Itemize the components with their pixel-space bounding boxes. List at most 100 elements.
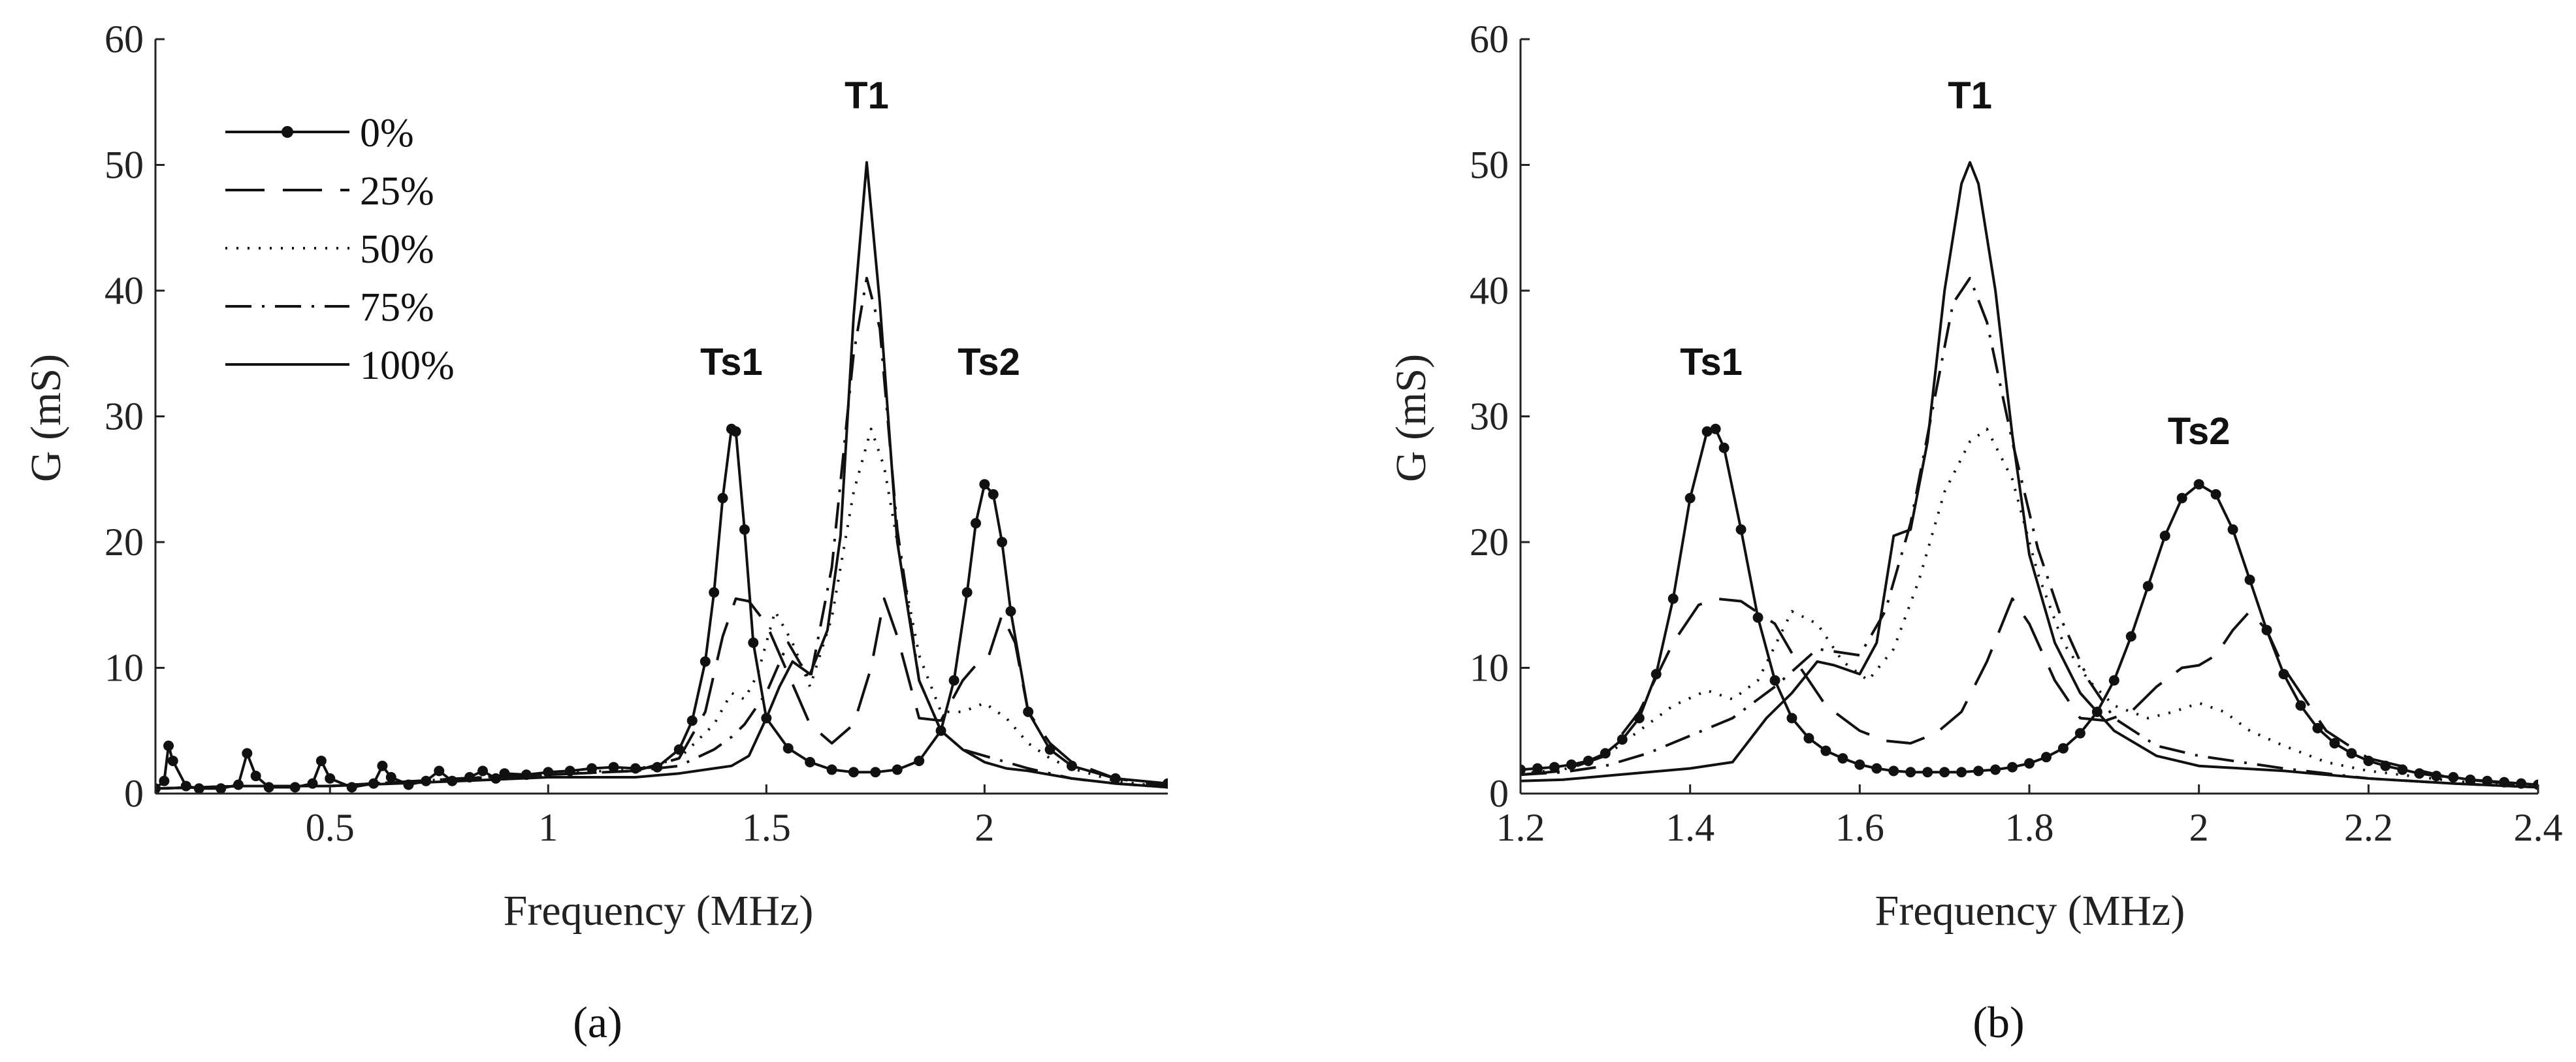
data-point [377, 760, 388, 771]
data-point [1905, 767, 1916, 778]
data-point [2057, 743, 2069, 754]
data-point [325, 773, 336, 784]
series-line-0pct [1521, 427, 2538, 786]
y-tick-label: 60 [105, 18, 144, 61]
data-point [686, 715, 698, 726]
data-point [997, 537, 1008, 547]
peak-annotation-ts2: Ts2 [2168, 410, 2230, 453]
data-point [1532, 763, 1543, 774]
data-point [385, 771, 396, 782]
peak-annotation-t1: T1 [845, 74, 889, 117]
y-tick-label: 20 [1470, 521, 1509, 564]
data-point [988, 489, 999, 500]
y-axis-label-b: G (mS) [1387, 354, 1435, 482]
data-point [1820, 745, 1831, 756]
data-point [1956, 767, 1967, 778]
data-point [1067, 760, 1078, 771]
data-point [543, 767, 554, 778]
data-point [1684, 492, 1696, 504]
peak-annotation-ts1: Ts1 [700, 341, 763, 383]
plot-area-a [155, 161, 1168, 794]
data-point [739, 524, 750, 535]
data-point [971, 518, 982, 529]
plot-area-b [1521, 161, 2538, 790]
data-point [2227, 524, 2238, 535]
data-point [892, 764, 903, 775]
data-point [2159, 530, 2170, 541]
y-ticks-a: 0 10 20 30 40 50 60 [105, 18, 165, 815]
axes-a [154, 39, 1168, 795]
x-tick-label: 1.2 [1496, 806, 1545, 849]
data-point [914, 755, 925, 766]
panel-a: 0 10 20 30 40 50 60 0.5 1 1.5 2 Frequency (MHz) G… [22, 18, 1168, 1047]
x-tick-label: 2.4 [2514, 806, 2563, 849]
data-point [1939, 767, 1950, 778]
series-line-0pct [155, 427, 1168, 790]
y-axis-label-a: G (mS) [22, 354, 70, 482]
data-point [477, 765, 489, 777]
y-tick-label: 30 [1470, 395, 1509, 438]
data-point [730, 426, 741, 437]
data-point [709, 587, 720, 598]
data-point [2040, 752, 2052, 763]
peak-annotation-ts1: Ts1 [1680, 341, 1743, 383]
data-point [250, 771, 261, 782]
peak-annotation-ts2: Ts2 [958, 341, 1020, 383]
data-point [2244, 574, 2255, 585]
data-point [1701, 426, 1713, 437]
data-point [2295, 700, 2306, 711]
data-point [1566, 759, 1577, 770]
legend-label: 25% [360, 169, 434, 214]
legend-label: 100% [360, 344, 455, 388]
data-point [216, 783, 227, 794]
data-point [1617, 734, 1628, 745]
series-group-a [155, 161, 1168, 794]
legend-label: 75% [360, 285, 434, 330]
data-point [2125, 631, 2136, 642]
data-point [1990, 764, 2001, 775]
data-point [159, 775, 170, 786]
series-line-25pct [155, 597, 1168, 790]
series-line-75pct [1521, 276, 2538, 789]
x-ticks-b: 1.2 1.4 1.6 1.8 2 2.2 2.4 [1496, 784, 2563, 849]
data-point [2278, 669, 2289, 680]
data-point [1005, 605, 1016, 617]
x-tick-label: 1.6 [1835, 806, 1884, 849]
x-tick-label: 1.4 [1666, 806, 1715, 849]
y-ticks-b: 0 10 20 30 40 50 60 [1470, 18, 1530, 815]
series-group-b [1521, 161, 2538, 790]
data-point [2176, 492, 2187, 504]
series-line-75pct [155, 276, 1168, 790]
y-tick-label: 40 [105, 269, 144, 312]
y-tick-label: 30 [105, 395, 144, 438]
data-point [979, 479, 990, 490]
data-point [1752, 612, 1763, 623]
series-line-50pct [155, 427, 1168, 790]
data-point [2108, 675, 2119, 686]
data-point [2210, 489, 2221, 500]
series-line-100pct [155, 161, 1168, 790]
subfigure-label-b: (b) [1972, 997, 2024, 1047]
data-point [242, 748, 253, 759]
peak-annotation-t1: T1 [1948, 74, 1992, 117]
data-point [717, 492, 728, 504]
data-point [1837, 753, 1848, 764]
y-tick-label: 20 [105, 521, 144, 564]
data-point [434, 765, 445, 777]
data-point [2312, 722, 2323, 733]
y-tick-label: 0 [124, 772, 144, 815]
data-point [805, 756, 816, 767]
x-tick-label: 1 [538, 806, 558, 849]
data-point [315, 755, 327, 766]
data-point [2007, 762, 2018, 773]
series-line-100pct [1521, 161, 2538, 789]
data-point [782, 743, 794, 754]
data-point [1769, 675, 1780, 686]
data-point [1803, 733, 1814, 744]
x-axis-label-a: Frequency (MHz) [504, 887, 814, 935]
data-point [1854, 759, 1865, 770]
data-point [2346, 748, 2357, 759]
data-point [2193, 479, 2204, 490]
data-point [948, 675, 959, 686]
